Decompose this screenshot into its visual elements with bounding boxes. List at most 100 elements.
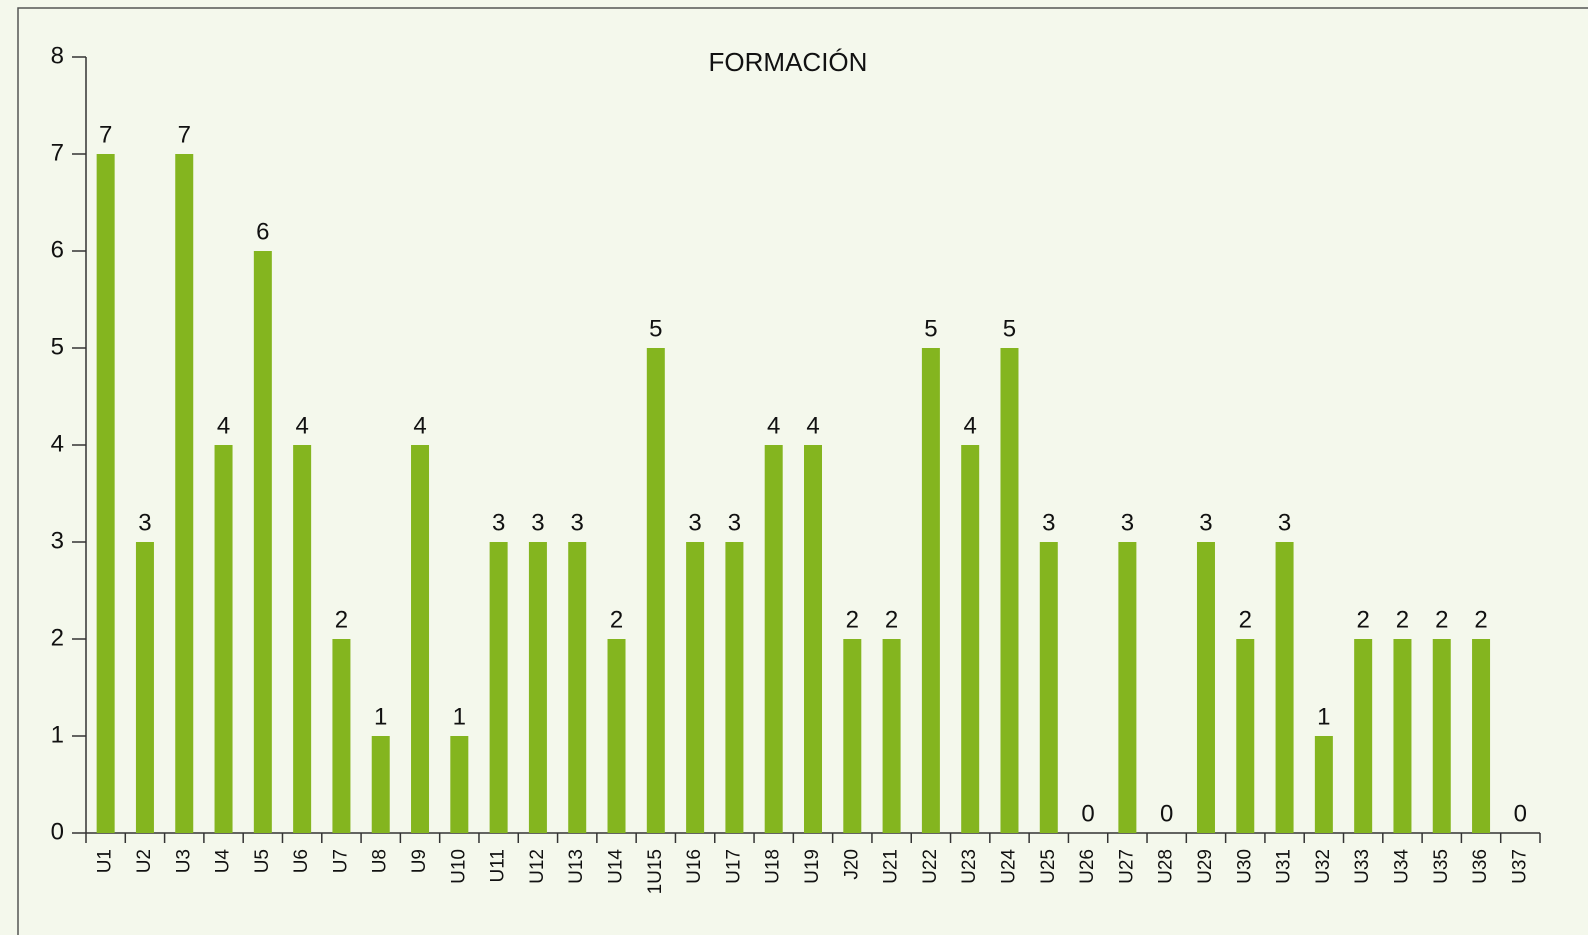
data-label: 0 [1081,800,1094,827]
bar [450,736,469,833]
data-label: 2 [335,606,348,633]
x-tick-label: U7 [330,849,351,873]
x-tick-label: U16 [684,849,705,884]
bar [411,445,430,833]
x-tick-label: U29 [1195,849,1216,884]
bar [1275,542,1294,833]
bar [686,542,705,833]
bar [489,542,508,833]
bar [1432,639,1451,833]
bar [1472,639,1491,833]
bar [882,639,901,833]
data-label: 5 [1003,315,1016,342]
bar [725,542,744,833]
x-tick-label: U26 [1077,849,1098,884]
bar [253,251,272,833]
data-label: 7 [99,121,112,148]
bar [135,542,154,833]
data-label: 4 [964,412,977,439]
x-tick-label: U3 [173,849,194,873]
y-tick-label: 3 [51,527,64,554]
data-label: 2 [885,606,898,633]
bar [764,445,783,833]
x-tick-label: U11 [488,849,509,882]
data-label: 3 [1278,509,1291,536]
data-label: 7 [178,121,191,148]
bar [1354,639,1373,833]
x-tick-label: U27 [1116,849,1137,884]
data-label: 2 [610,606,623,633]
x-tick-label: U28 [1156,849,1177,884]
x-tick-label: U6 [291,849,312,873]
y-tick-label: 0 [51,818,64,845]
data-label: 4 [767,412,780,439]
y-tick-label: 7 [51,139,64,166]
data-label: 2 [1239,606,1252,633]
bar [804,445,822,833]
x-tick-label: U30 [1234,849,1255,884]
x-tick-label: U31 [1274,849,1295,884]
data-label: 4 [413,412,426,439]
bar [1000,348,1019,833]
bar [175,154,194,833]
x-tick-label: U8 [370,849,391,873]
x-tick-label: U32 [1313,849,1334,884]
bar [1039,542,1058,833]
x-tick-label: U1 [95,849,116,873]
data-label: 3 [688,509,701,536]
data-label: 3 [728,509,741,536]
data-label: 5 [649,315,662,342]
y-tick-label: 4 [51,430,64,457]
data-label: 3 [531,509,544,536]
x-tick-label: U34 [1391,849,1412,884]
x-tick-label: U17 [723,849,744,884]
x-tick-label: U37 [1509,849,1530,884]
x-tick-label: U24 [999,849,1020,884]
data-label: 4 [295,412,308,439]
x-tick-label: U5 [252,849,273,873]
bar [1314,736,1333,833]
data-label: 3 [1042,509,1055,536]
x-tick-label: U18 [763,849,784,884]
bar [528,542,547,833]
x-tick-label: U22 [920,849,941,884]
bar [96,154,115,833]
data-label: 5 [924,315,937,342]
bar [568,542,587,833]
x-tick-label: U14 [606,849,627,884]
data-label: 4 [806,412,819,439]
bar [607,639,626,833]
bar [1196,542,1215,833]
bar [921,348,940,833]
bar [646,348,665,833]
data-label: 1 [1317,703,1330,730]
x-tick-label: U9 [409,849,430,873]
data-label: 1 [453,703,466,730]
y-tick-label: 6 [51,236,64,263]
chart-title: FORMACIÓN [709,47,868,77]
bar [332,639,351,833]
bar [214,445,233,833]
bar [843,639,862,833]
data-label: 6 [256,218,269,245]
data-label: 3 [138,509,151,536]
data-label: 0 [1514,800,1527,827]
data-label: 4 [217,412,230,439]
x-tick-label: U25 [1038,849,1059,884]
x-tick-label: U35 [1431,849,1452,884]
data-label: 2 [846,606,859,633]
x-tick-label: 1U15 [645,849,666,894]
x-tick-label: U21 [881,849,902,884]
data-label: 3 [492,509,505,536]
data-label: 2 [1396,606,1409,633]
bar [1236,639,1255,833]
data-label: 2 [1356,606,1369,633]
x-tick-label: U10 [448,849,469,884]
x-tick-label: U36 [1470,849,1491,884]
data-label: 3 [1121,509,1134,536]
y-tick-label: 2 [51,624,64,651]
bar [961,445,980,833]
x-tick-label: U33 [1352,849,1373,884]
y-tick-label: 8 [51,42,64,69]
data-label: 1 [374,703,387,730]
